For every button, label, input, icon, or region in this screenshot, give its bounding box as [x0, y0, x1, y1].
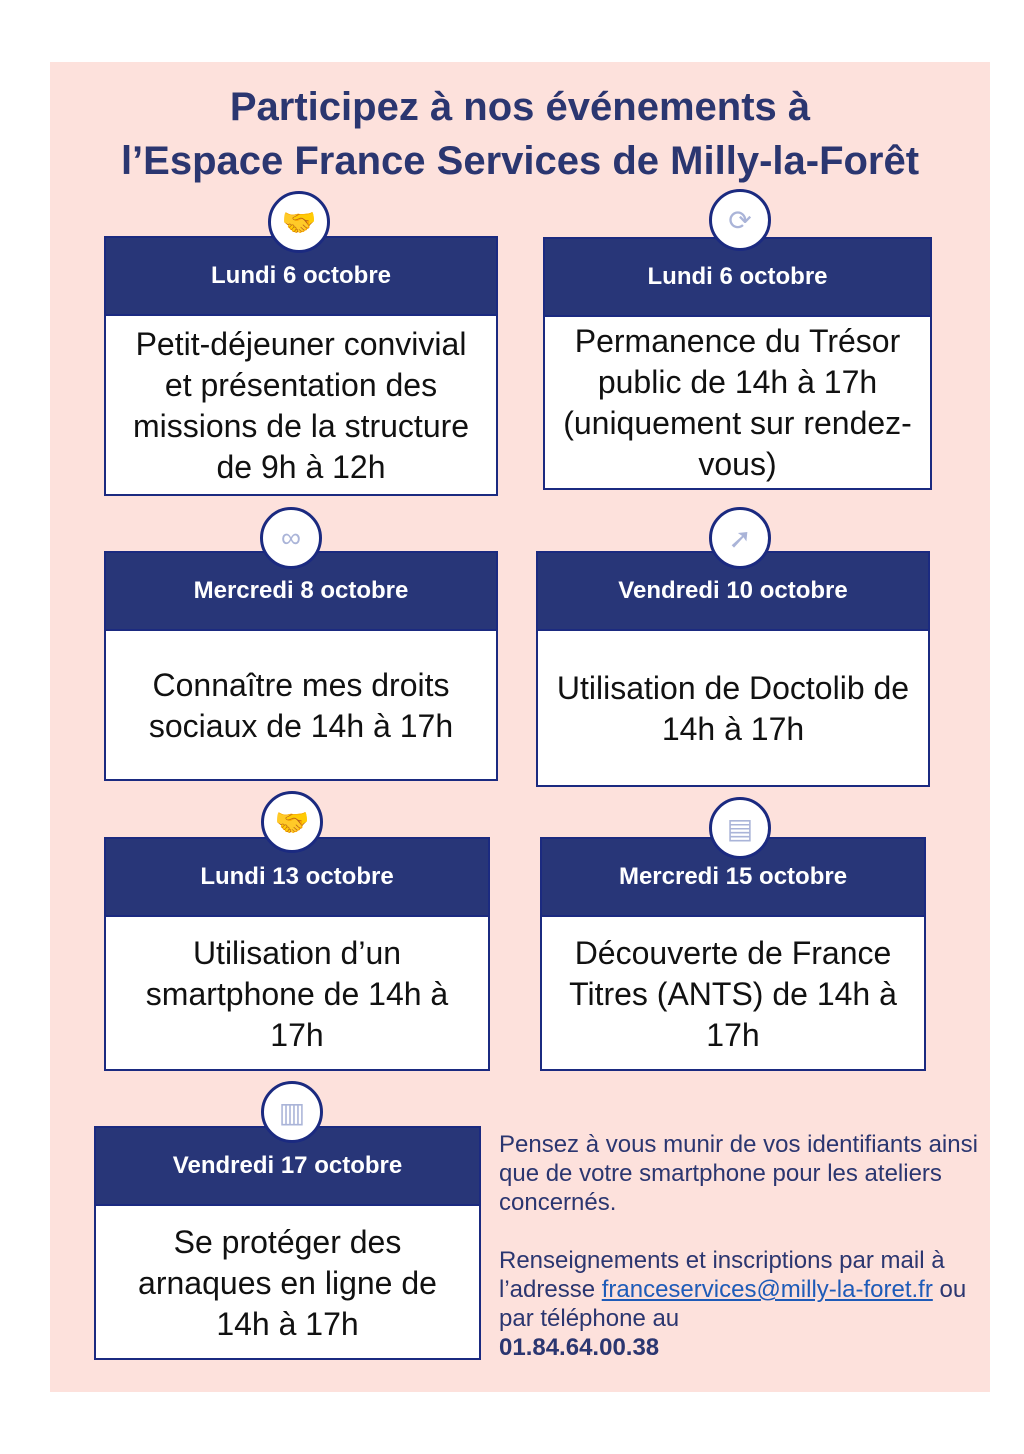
contact-prefix: Renseignements et inscriptions par mail …	[499, 1247, 945, 1303]
email-link[interactable]: franceservices@milly-la-foret.fr	[601, 1276, 933, 1303]
event-description: Découverte de France Titres (ANTS) de 14…	[569, 934, 897, 1053]
event-description: Permanence du Trésor public de 14h à 17h…	[563, 323, 912, 482]
event-description: Connaître mes droits sociaux de 14h à 17…	[148, 667, 454, 744]
event-card: Lundi 13 octobre Utilisation d’un smartp…	[104, 837, 490, 1071]
binoculars-icon: ∞	[260, 507, 322, 569]
documents-icon: ▥	[261, 1081, 323, 1143]
reminder-text: Pensez à vous munir de vos identifiants …	[499, 1131, 978, 1216]
title-line-1: Participez à nos événements à	[229, 85, 811, 129]
handshake-icon: 🤝	[261, 791, 323, 853]
event-card: Mercredi 15 octobre Découverte de France…	[540, 837, 926, 1071]
event-description: Petit-déjeuner convivial et présentation…	[132, 326, 470, 485]
event-card: Vendredi 10 octobre Utilisation de Docto…	[536, 551, 930, 787]
event-card: Lundi 6 octobre Permanence du Trésor pub…	[543, 237, 932, 490]
event-date: Mercredi 15 octobre	[542, 839, 924, 917]
contact-text: Renseignements et inscriptions par mail …	[499, 1246, 989, 1362]
page-title: Participez à nos événements à l’Espace F…	[50, 80, 990, 188]
info-block: Pensez à vous munir de vos identifiants …	[499, 1130, 989, 1362]
handshake-icon: 🤝	[268, 191, 330, 253]
event-date: Lundi 6 octobre	[545, 239, 930, 317]
event-description: Utilisation de Doctolib de 14h à 17h	[556, 670, 910, 747]
id-card-icon: ▤	[709, 797, 771, 859]
phone-number: 01.84.64.00.38	[499, 1334, 660, 1361]
event-description: Utilisation d’un smartphone de 14h à 17h	[145, 934, 449, 1053]
title-line-2: l’Espace France Services de Milly-la-For…	[120, 139, 920, 183]
refresh-icon: ⟳	[709, 189, 771, 251]
contact-mid: ou par téléphone au	[499, 1276, 967, 1332]
event-card: Lundi 6 octobre Petit-déjeuner convivial…	[104, 236, 498, 496]
event-card: Vendredi 17 octobre Se protéger des arna…	[94, 1126, 481, 1360]
event-description: Se protéger des arnaques en ligne de 14h…	[138, 1223, 437, 1342]
compass-icon: ➚	[709, 507, 771, 569]
event-card: Mercredi 8 octobre Connaître mes droits …	[104, 551, 498, 781]
